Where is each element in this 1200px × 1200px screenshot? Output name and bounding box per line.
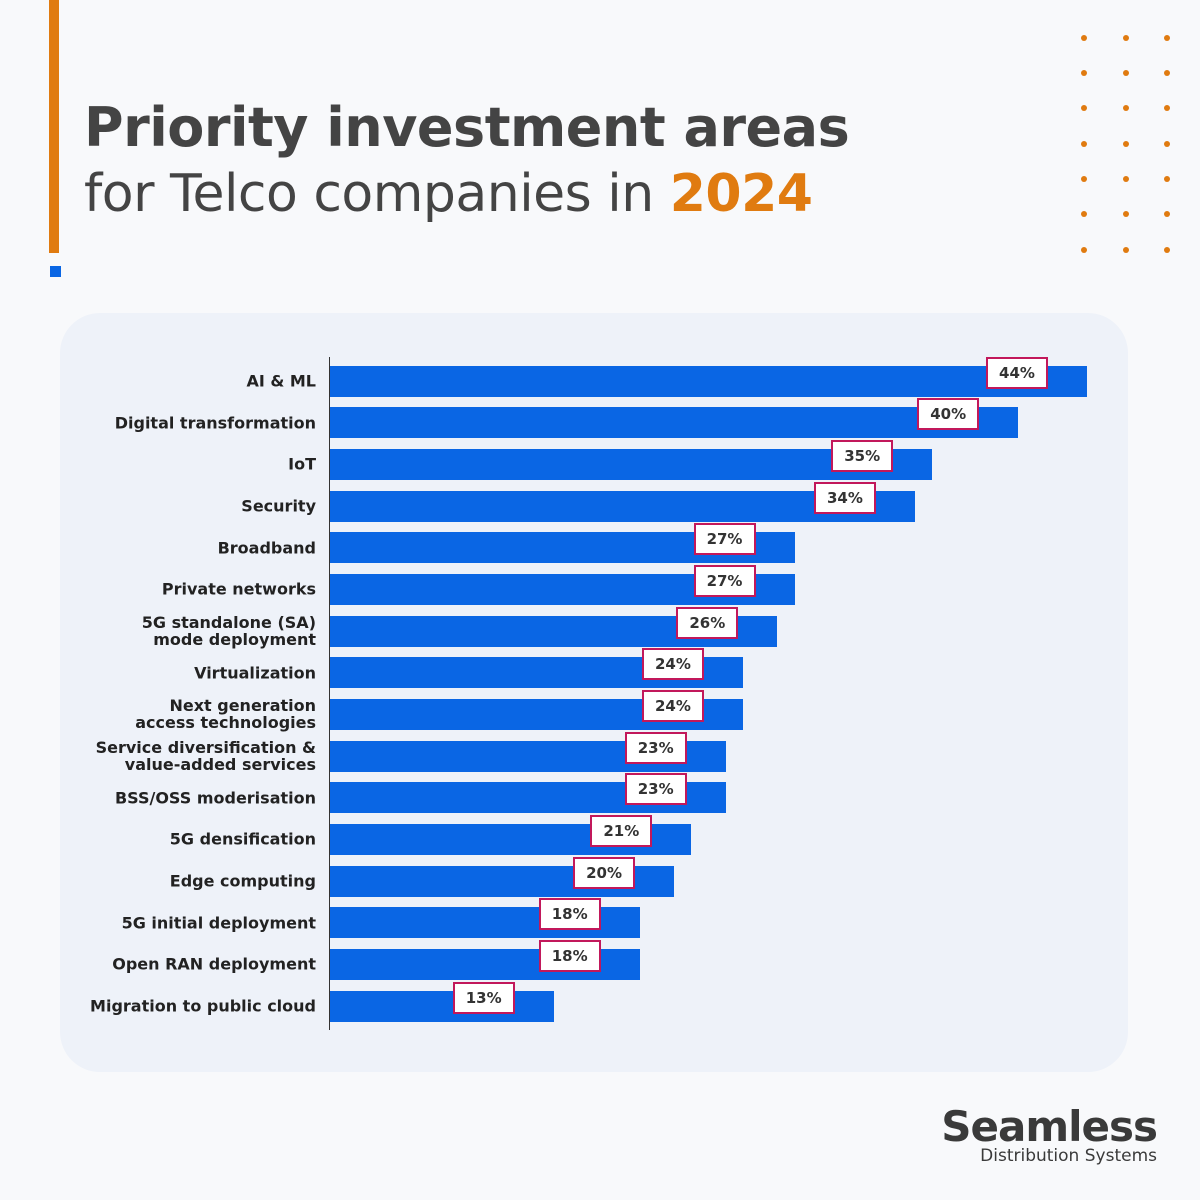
decor-dot	[1081, 141, 1087, 147]
category-label: Open RAN deployment	[112, 954, 316, 974]
value-label: 44%	[986, 356, 1048, 389]
category-label: AI & ML	[246, 371, 316, 391]
value-label: 24%	[641, 689, 704, 722]
accent-bar	[49, 0, 59, 253]
brand-name: Seamless	[941, 1102, 1158, 1151]
value-label: 40%	[917, 398, 980, 431]
decor-dot	[1123, 211, 1129, 217]
decor-dot	[1164, 70, 1170, 76]
category-label: 5G initial deployment	[121, 913, 316, 933]
decor-dot	[1164, 35, 1170, 41]
category-label: 5G standalone (SA) mode deployment	[141, 613, 316, 649]
decor-dot	[1123, 105, 1129, 111]
decor-dot	[1081, 35, 1087, 41]
value-label: 13%	[452, 981, 515, 1014]
value-label: 24%	[641, 648, 704, 681]
decor-dot	[1164, 176, 1170, 182]
value-label: 35%	[831, 439, 894, 472]
decor-dot	[1123, 176, 1129, 182]
decor-dot	[1123, 35, 1129, 41]
value-label: 27%	[693, 523, 756, 556]
decor-dot	[1164, 105, 1170, 111]
bar	[330, 407, 1019, 439]
category-label: Virtualization	[194, 663, 316, 683]
decor-dot	[1164, 211, 1170, 217]
value-label: 27%	[693, 564, 756, 597]
value-label: 18%	[538, 939, 601, 972]
decor-dot	[1123, 247, 1129, 253]
subtitle-year: 2024	[669, 164, 813, 224]
decor-dot	[1081, 247, 1087, 253]
decor-dot	[1164, 141, 1170, 147]
category-label: 5G densification	[169, 829, 316, 849]
decor-dot	[1081, 176, 1087, 182]
subtitle-text: for Telco companies in	[84, 164, 670, 224]
category-label: Digital transformation	[114, 413, 316, 433]
value-label: 26%	[676, 606, 739, 639]
category-label: Next generation access technologies	[135, 696, 316, 733]
accent-square	[50, 266, 61, 277]
decor-dot	[1081, 70, 1087, 76]
axis-line	[329, 357, 330, 1030]
value-label: 23%	[624, 773, 687, 806]
decor-dot	[1081, 211, 1087, 217]
title: Priority investment areas	[84, 96, 850, 159]
subtitle: for Telco companies in 2024	[84, 164, 813, 224]
category-label: Private networks	[161, 579, 316, 599]
decor-dot	[1081, 105, 1087, 111]
category-label: BSS/OSS moderisation	[114, 788, 316, 808]
category-label: Edge computing	[169, 871, 316, 891]
decor-dot	[1123, 70, 1129, 76]
category-label: IoT	[288, 454, 316, 474]
bar	[330, 990, 554, 1022]
bar	[330, 365, 1087, 397]
value-label: 20%	[573, 856, 636, 889]
category-label: Broadband	[217, 538, 316, 558]
value-label: 21%	[590, 814, 653, 847]
category-label: Service diversification & value-added se…	[95, 738, 316, 774]
value-label: 23%	[624, 731, 687, 764]
decor-dot	[1123, 141, 1129, 147]
value-label: 18%	[538, 898, 601, 931]
category-label: Security	[241, 496, 316, 516]
decor-dot	[1164, 247, 1170, 253]
value-label: 34%	[813, 481, 876, 514]
brand-tagline: Distribution Systems	[980, 1146, 1157, 1166]
category-label: Migration to public cloud	[90, 996, 316, 1016]
